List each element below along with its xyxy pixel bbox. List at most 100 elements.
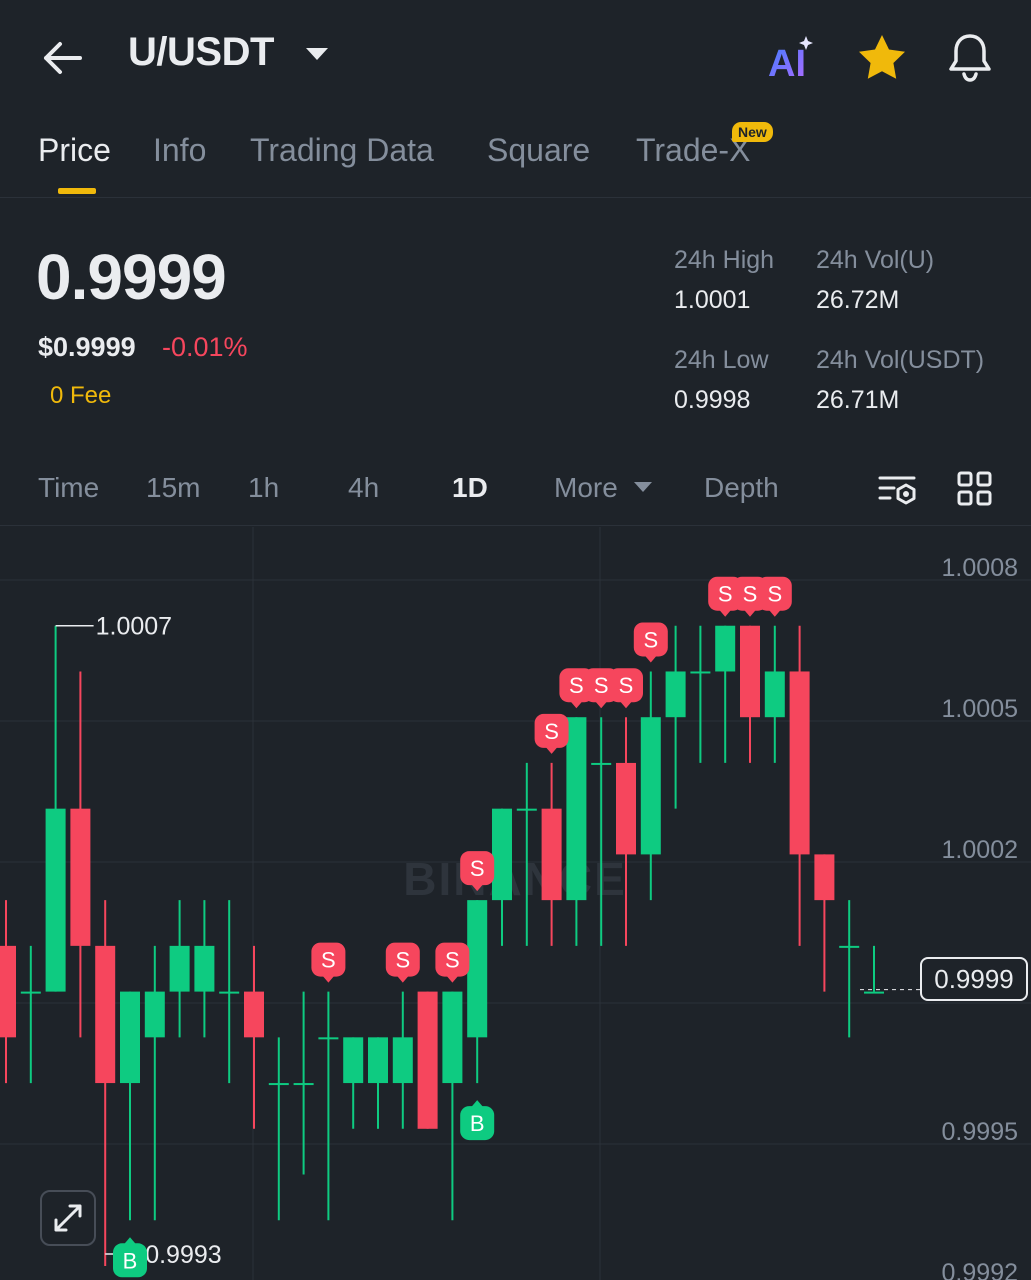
candle-body [70,808,91,946]
sell-marker[interactable]: S [609,668,643,709]
candle-body [0,945,16,1038]
vol-u-value: 26.72M [816,286,900,314]
svg-text:S: S [767,582,782,607]
max-price-label: 1.0007 [96,613,172,641]
candle-body [541,808,562,901]
tab-price[interactable]: Price [38,132,111,168]
bell-icon[interactable] [944,30,996,84]
tf-1d[interactable]: 1D [452,472,488,503]
tab-trade-x[interactable]: Trade-X [636,132,751,168]
buy-marker[interactable]: B [113,1237,147,1278]
usd-price: $0.9999 [38,332,136,362]
tf-4h[interactable]: 4h [348,472,380,503]
high-value: 1.0001 [674,286,751,314]
candle-body [95,945,116,1084]
y-tick-label: 1.0008 [942,554,1018,582]
pair-title[interactable]: U/USDT [128,30,274,74]
candle-body [417,991,438,1129]
new-badge: New [732,122,773,142]
candle-body [764,671,785,718]
candle-body [268,1083,289,1086]
grid-layout-icon[interactable] [956,470,994,508]
vol-usdt-label: 24h Vol(USDT) [816,346,985,374]
svg-text:B: B [470,1111,485,1136]
svg-text:S: S [718,582,733,607]
candle-body [665,671,686,718]
tf-depth[interactable]: Depth [704,472,779,503]
tab-square[interactable]: Square [487,132,591,168]
main-tabs: Price Info Trading Data Square Trade-X [0,128,1031,198]
svg-text:S: S [643,627,658,652]
candle-body [864,991,884,994]
candle-body [392,1037,413,1084]
y-tick-label: 0.9995 [942,1118,1018,1146]
candle-body [591,762,612,765]
fee-label[interactable]: 0 Fee [50,382,112,409]
candle-body [616,762,636,855]
vol-u-label: 24h Vol(U) [816,246,935,274]
min-price-label: 0.9993 [145,1241,221,1269]
svg-text:S: S [569,673,584,698]
candle-body [715,625,736,672]
candle-body [814,854,835,901]
buy-marker[interactable]: B [460,1100,495,1141]
more-caret-icon[interactable] [634,482,652,492]
candle-body [516,808,537,811]
svg-text:S: S [544,719,559,744]
sell-marker[interactable]: S [311,942,346,983]
sell-marker[interactable]: S [534,713,569,754]
chart-settings-icon[interactable] [878,470,918,510]
candlestick-chart[interactable]: BINANCE 1.0008 1.0005 1.0002 0.9995 0.9992 1.0… [0,527,1031,1280]
svg-text:S: S [594,673,609,698]
candle-body [740,625,760,718]
high-label: 24h High [674,246,775,274]
expand-chart-button[interactable] [40,1190,96,1246]
candle-body [20,991,41,994]
sell-marker[interactable]: S [460,851,495,892]
svg-text:S: S [619,673,634,698]
vol-usdt-value: 26.71M [816,386,900,414]
candle-body [45,808,66,992]
candle-body [566,717,587,901]
candle-body [194,945,215,992]
current-price-label: 0.9999 [920,957,1028,1001]
tab-trading-data[interactable]: Trading Data [250,132,434,168]
ai-icon[interactable]: AI [768,34,820,82]
candle-body [169,945,190,992]
tab-active-indicator [58,188,96,194]
svg-text:S: S [395,948,410,973]
candle-body [839,945,860,948]
tf-time[interactable]: Time [38,472,100,503]
star-icon[interactable] [856,32,908,82]
candle-body [219,991,240,994]
sell-marker[interactable]: S [757,576,792,617]
candle-body [120,991,140,1084]
back-arrow-icon[interactable] [36,32,88,84]
tf-15m[interactable]: 15m [146,472,201,503]
svg-text:S: S [445,948,460,973]
svg-text:B: B [123,1248,138,1273]
candle-body [492,808,512,901]
y-tick-label: 0.9992 [942,1259,1018,1280]
sell-marker[interactable]: S [435,942,470,983]
candle-body [343,1037,364,1084]
candle-body [144,991,165,1038]
last-price: 0.9999 [36,241,227,313]
candle-body [789,671,810,855]
expand-icon [54,1204,82,1232]
svg-text:S: S [321,948,336,973]
candle-body [368,1037,388,1084]
sell-marker[interactable]: S [385,942,420,983]
low-label: 24h Low [674,346,769,374]
tf-more[interactable]: More [554,472,618,503]
tf-1h[interactable]: 1h [248,472,280,503]
sell-marker[interactable]: S [633,622,668,663]
svg-text:AI: AI [768,43,806,82]
y-tick-label: 1.0002 [942,836,1018,864]
tab-info[interactable]: Info [153,132,207,168]
price-change-pct: -0.01% [162,332,248,362]
candle-body [467,900,488,1038]
svg-text:S: S [470,856,485,881]
dropdown-caret-icon[interactable] [306,48,328,60]
y-tick-label: 1.0005 [942,695,1018,723]
